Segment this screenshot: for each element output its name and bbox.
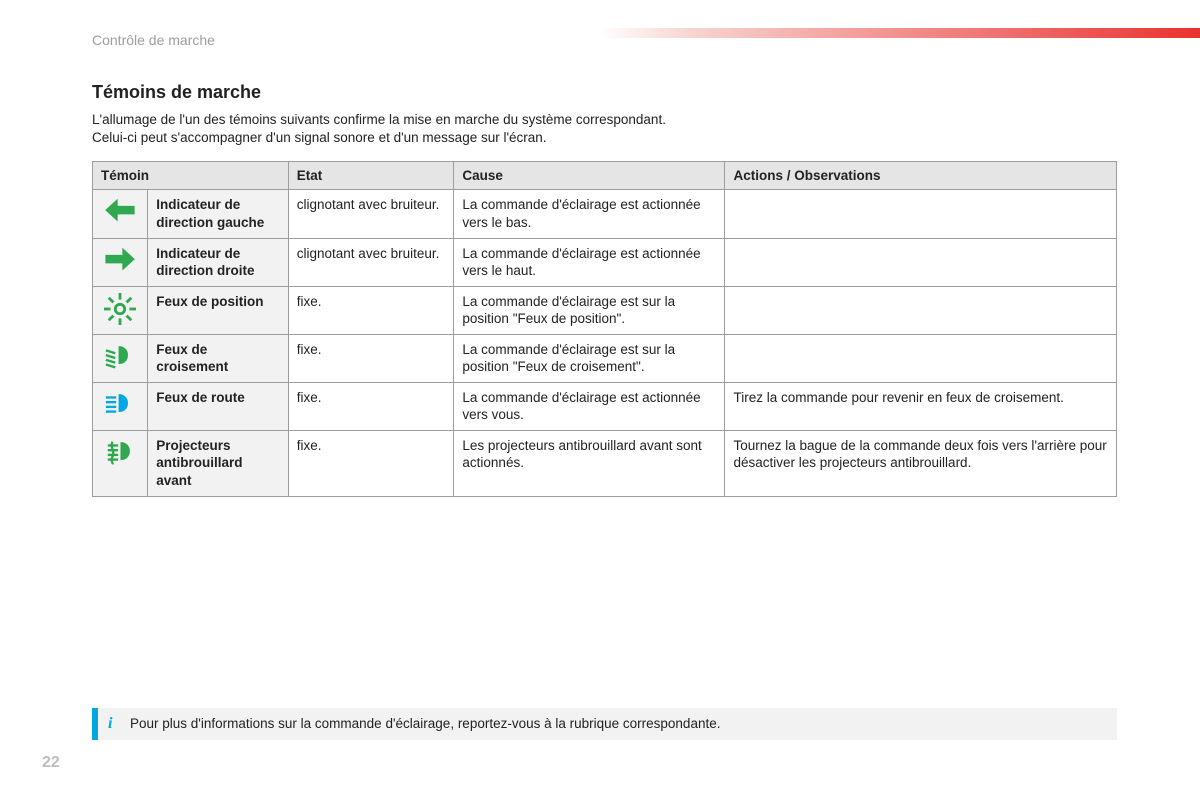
main-content: Témoins de marche L'allumage de l'un des… [92,82,1117,497]
intro-line-1: L'allumage de l'un des témoins suivants … [92,112,666,127]
table-row: Indicateur de direction gaucheclignotant… [93,190,1117,238]
indicator-etat: clignotant avec bruiteur. [288,238,454,286]
highbeam-icon [93,382,148,430]
header-gradient-bar [600,28,1200,38]
indicator-cause: La commande d'éclairage est sur la posit… [454,334,725,382]
indicator-name: Feux de croisement [148,334,289,382]
table-row: Feux de croisementfixe.La commande d'écl… [93,334,1117,382]
frontfog-icon [93,430,148,496]
indicator-name: Indicateur de direction gauche [148,190,289,238]
col-header-temoin: Témoin [93,162,289,190]
indicator-actions [725,334,1117,382]
position-icon [93,286,148,334]
indicator-cause: La commande d'éclairage est actionnée ve… [454,238,725,286]
indicator-cause: La commande d'éclairage est actionnée ve… [454,382,725,430]
indicator-name: Feux de route [148,382,289,430]
intro-text: L'allumage de l'un des témoins suivants … [92,111,1117,147]
indicator-etat: fixe. [288,286,454,334]
col-header-etat: Etat [288,162,454,190]
arrow-right-icon [93,238,148,286]
arrow-left-icon [93,190,148,238]
indicator-actions [725,286,1117,334]
indicator-etat: fixe. [288,334,454,382]
col-header-actions: Actions / Observations [725,162,1117,190]
page-number: 22 [42,754,60,772]
indicator-actions: Tirez la commande pour revenir en feux d… [725,382,1117,430]
indicator-name: Indicateur de direction droite [148,238,289,286]
intro-line-2: Celui-ci peut s'accompagner d'un signal … [92,130,547,145]
indicator-name: Feux de position [148,286,289,334]
indicator-etat: clignotant avec bruiteur. [288,190,454,238]
lowbeam-icon [93,334,148,382]
table-row: Projecteurs antibrouillard avantfixe.Les… [93,430,1117,496]
info-text: Pour plus d'informations sur la commande… [130,716,720,731]
info-icon: i [108,716,120,732]
table-row: Feux de routefixe.La commande d'éclairag… [93,382,1117,430]
indicator-actions [725,190,1117,238]
indicator-actions: Tournez la bague de la commande deux foi… [725,430,1117,496]
indicator-etat: fixe. [288,382,454,430]
page-title: Témoins de marche [92,82,1117,103]
table-header-row: Témoin Etat Cause Actions / Observations [93,162,1117,190]
table-row: Feux de positionfixe.La commande d'éclai… [93,286,1117,334]
indicator-actions [725,238,1117,286]
indicators-table: Témoin Etat Cause Actions / Observations… [92,161,1117,496]
indicator-name: Projecteurs antibrouillard avant [148,430,289,496]
indicator-cause: La commande d'éclairage est sur la posit… [454,286,725,334]
breadcrumb: Contrôle de marche [92,32,215,48]
indicator-etat: fixe. [288,430,454,496]
info-callout: i Pour plus d'informations sur la comman… [92,708,1117,740]
table-row: Indicateur de direction droiteclignotant… [93,238,1117,286]
indicator-cause: Les projecteurs antibrouillard avant son… [454,430,725,496]
indicator-cause: La commande d'éclairage est actionnée ve… [454,190,725,238]
col-header-cause: Cause [454,162,725,190]
